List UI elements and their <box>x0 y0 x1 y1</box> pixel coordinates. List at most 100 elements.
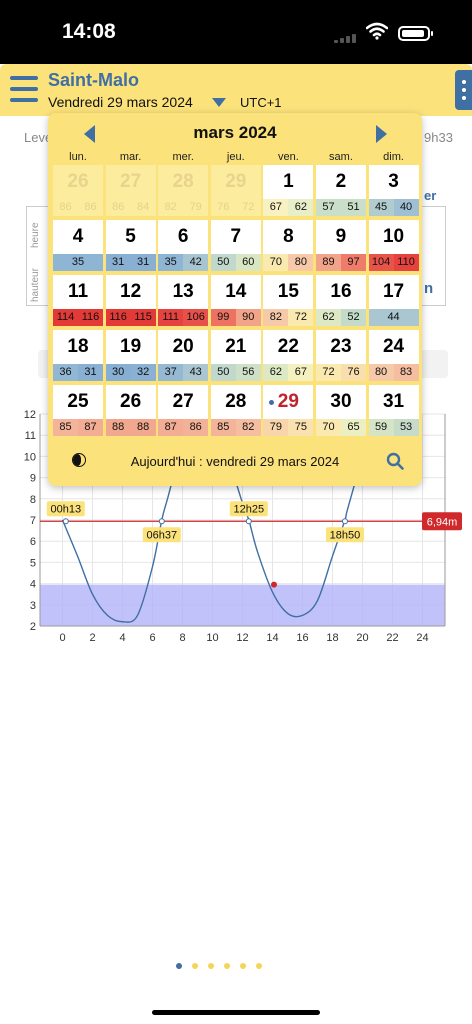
right-panel <box>418 206 446 306</box>
calendar-day[interactable]: 6 35 42 <box>158 220 209 271</box>
calendar-day[interactable]: 8 70 80 <box>263 220 314 271</box>
coefficient-value: 87 <box>158 419 184 436</box>
right-panel-title: er <box>424 188 437 203</box>
selected-date[interactable]: Vendredi 29 mars 2024 <box>48 94 193 110</box>
y-tick-label: 10 <box>24 451 36 463</box>
calendar-day[interactable]: 5 31 31 <box>105 220 156 271</box>
calendar-day[interactable]: 22 62 67 <box>263 330 314 381</box>
calendar-day[interactable]: 28 85 82 <box>210 385 261 436</box>
crossing-point <box>158 518 165 525</box>
calendar-day[interactable]: 26 88 88 <box>105 385 156 436</box>
day-number: 9 <box>335 226 347 247</box>
tide-coefficients: 114 116 <box>53 309 103 326</box>
calendar-day[interactable]: 18 36 31 <box>53 330 103 381</box>
calendar-day[interactable]: 28 82 79 <box>158 165 209 216</box>
coefficient-value: 76 <box>210 199 236 216</box>
page-dot[interactable] <box>192 963 198 969</box>
side-panel <box>26 206 52 306</box>
calendar-day[interactable]: 15 82 72 <box>263 275 314 326</box>
calendar-day[interactable]: 14 99 90 <box>210 275 261 326</box>
coefficient-value: 85 <box>53 419 78 436</box>
y-tick-label: 7 <box>30 515 36 527</box>
coefficient-value: 90 <box>235 309 261 326</box>
coefficient-value: 111 <box>158 309 184 326</box>
crossing-point <box>62 518 69 525</box>
crossing-label: 12h25 <box>234 503 265 515</box>
tide-coefficients: 86 84 <box>105 199 156 216</box>
page-dot[interactable] <box>176 963 182 969</box>
calendar-day[interactable]: 4 35 <box>53 220 103 271</box>
day-number: 19 <box>120 336 142 357</box>
next-month-button[interactable] <box>376 125 387 143</box>
calendar-day[interactable]: 21 50 56 <box>210 330 261 381</box>
coefficient-value: 52 <box>340 309 366 326</box>
menu-icon[interactable] <box>10 76 38 102</box>
tide-coefficients: 59 53 <box>368 419 419 436</box>
y-tick-label: 3 <box>30 600 36 612</box>
calendar-day[interactable]: 25 85 87 <box>53 385 103 436</box>
calendar-day[interactable]: 20 37 43 <box>158 330 209 381</box>
coefficient-value: 86 <box>78 199 103 216</box>
calendar-day[interactable]: 30 70 65 <box>315 385 366 436</box>
page-indicator[interactable] <box>176 963 262 969</box>
page-dot[interactable] <box>208 963 214 969</box>
calendar-day[interactable]: 19 30 32 <box>105 330 156 381</box>
weekday-label: lun. <box>69 151 87 163</box>
calendar-day[interactable]: 12 116 115 <box>105 275 156 326</box>
coefficient-value: 76 <box>340 364 366 381</box>
calendar-day[interactable]: 2 57 51 <box>315 165 366 216</box>
calendar-day[interactable]: 27 87 86 <box>158 385 209 436</box>
moon-phase-icon[interactable] <box>72 453 86 467</box>
calendar-day[interactable]: 26 86 86 <box>53 165 103 216</box>
page-dot[interactable] <box>256 963 262 969</box>
coefficient-value: 70 <box>263 254 289 271</box>
calendar-day[interactable]: 23 72 76 <box>315 330 366 381</box>
calendar-day[interactable]: 29 76 72 <box>210 165 261 216</box>
coefficient-value: 37 <box>158 364 184 381</box>
tide-coefficients: 67 62 <box>263 199 314 216</box>
tide-coefficients: 82 72 <box>263 309 314 326</box>
x-tick-label: 18 <box>326 632 338 644</box>
calendar-day[interactable]: 3 45 40 <box>368 165 419 216</box>
page-dot[interactable] <box>240 963 246 969</box>
calendar-day[interactable]: 27 86 84 <box>105 165 156 216</box>
battery-icon <box>398 26 433 41</box>
hour-axis-label: heure <box>30 222 41 248</box>
calendar-day[interactable]: 17 44 <box>368 275 419 326</box>
page-dot[interactable] <box>224 963 230 969</box>
tide-coefficients: 86 86 <box>53 199 103 216</box>
calendar-day[interactable]: 10 104 110 <box>368 220 419 271</box>
more-options-button[interactable] <box>455 70 472 110</box>
day-number: 8 <box>283 226 294 247</box>
today-button[interactable]: Aujourd'hui : vendredi 29 mars 2024 <box>130 454 340 469</box>
coefficient-value: 67 <box>288 364 314 381</box>
tide-coefficients: 85 82 <box>210 419 261 436</box>
calendar-day[interactable]: 29 79 75 <box>263 385 314 436</box>
coefficient-value: 31 <box>78 364 103 381</box>
chevron-down-icon[interactable] <box>212 98 226 107</box>
day-number: 1 <box>283 171 294 192</box>
signal-icon <box>334 33 358 43</box>
city-name[interactable]: Saint-Malo <box>48 70 140 90</box>
calendar-day[interactable]: 11 114 116 <box>53 275 103 326</box>
coefficient-value: 80 <box>288 254 314 271</box>
coefficient-value: 84 <box>130 199 156 216</box>
crossing-point <box>245 518 252 525</box>
search-icon[interactable] <box>386 452 404 470</box>
calendar-day[interactable]: 1 67 62 <box>263 165 314 216</box>
calendar-day[interactable]: 31 59 53 <box>368 385 419 436</box>
calendar-day[interactable]: 7 50 60 <box>210 220 261 271</box>
calendar-day[interactable]: 13 111 106 <box>158 275 209 326</box>
calendar-day[interactable]: 16 62 52 <box>315 275 366 326</box>
wifi-icon <box>366 22 388 40</box>
calendar-day[interactable]: 24 80 83 <box>368 330 419 381</box>
crossing-badge <box>142 527 181 543</box>
coefficient-value: 83 <box>393 364 419 381</box>
current-time-marker <box>271 581 277 588</box>
calendar-day[interactable]: 9 89 97 <box>315 220 366 271</box>
calendar-popup: mars 2024 lun. mar. mer. jeu. ven. sam. dim. 2… <box>48 113 422 486</box>
coefficient-value: 62 <box>315 309 341 326</box>
calendar-grid: 26 86 86 27 86 84 28 82 79 29 76 72 1 67 62 2 57 51 3 45 40 4… <box>53 165 419 436</box>
previous-month-button[interactable] <box>84 125 95 143</box>
tide-coefficients: 76 72 <box>210 199 261 216</box>
